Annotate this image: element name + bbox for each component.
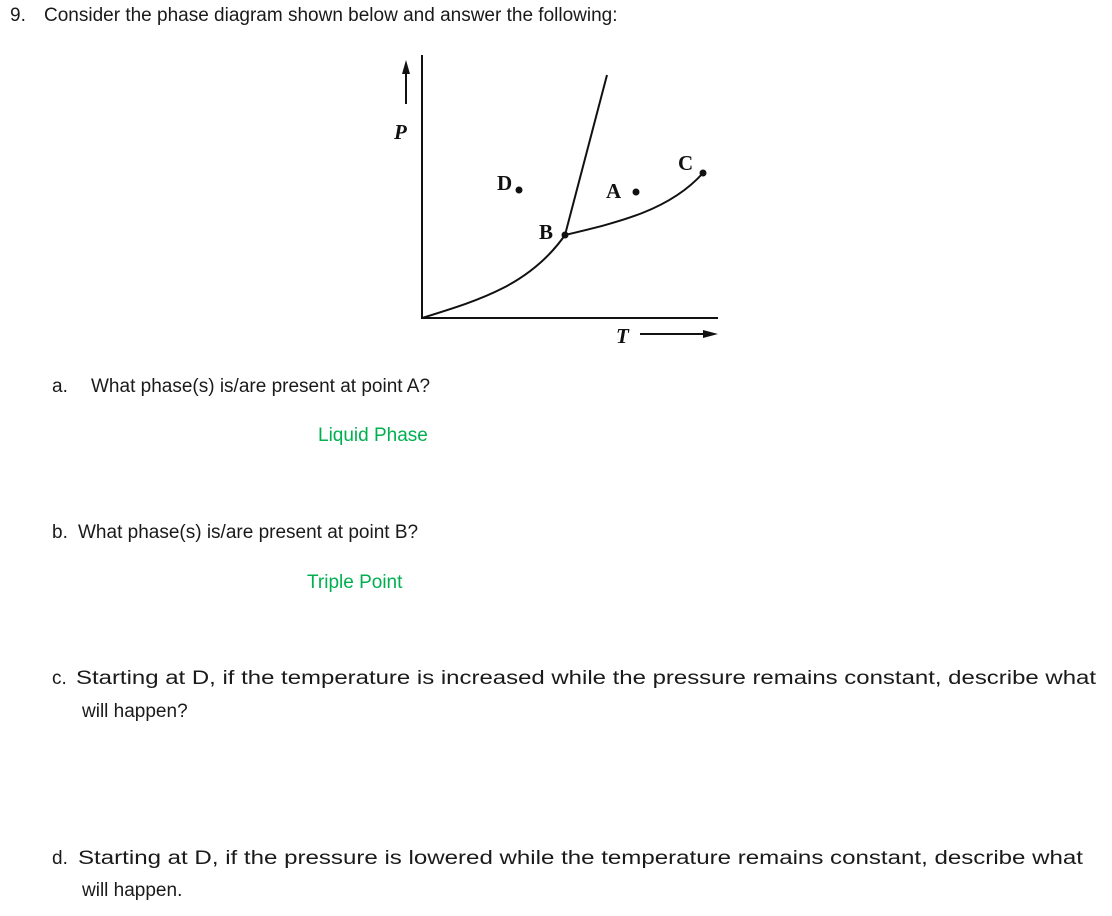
question-number: 9. bbox=[10, 5, 26, 26]
answer: Triple Point bbox=[307, 572, 403, 593]
part-label: c. bbox=[52, 668, 67, 689]
point-a bbox=[632, 188, 640, 196]
part-text: Starting at D, if the pressure is lowere… bbox=[78, 848, 1084, 869]
answer: Liquid Phase bbox=[318, 425, 428, 446]
phase-diagram bbox=[402, 55, 718, 338]
question-text: Consider the phase diagram shown below a… bbox=[44, 5, 618, 26]
point-label: A bbox=[606, 179, 622, 203]
x-axis-label: T bbox=[616, 324, 630, 348]
point-d bbox=[515, 186, 523, 194]
part-label: a. bbox=[52, 376, 68, 397]
part-text: What phase(s) is/are present at point A? bbox=[91, 376, 430, 397]
part-text: Starting at D, if the temperature is inc… bbox=[76, 668, 1097, 689]
part-text: will happen? bbox=[81, 701, 188, 722]
part-label: b. bbox=[52, 522, 68, 543]
sublimation-curve bbox=[421, 234, 566, 319]
fusion-curve bbox=[564, 74, 608, 236]
point-b bbox=[561, 231, 569, 239]
t-arrow-head bbox=[703, 330, 718, 338]
vaporization-curve bbox=[564, 172, 704, 236]
point-label: B bbox=[539, 220, 553, 244]
p-arrow-head bbox=[402, 60, 410, 74]
part-text: will happen. bbox=[81, 880, 182, 901]
point-c bbox=[699, 169, 707, 177]
diagram-points bbox=[515, 169, 707, 239]
point-label: D bbox=[497, 171, 512, 195]
part-label: d. bbox=[52, 848, 68, 869]
y-axis-label: P bbox=[393, 120, 407, 144]
point-label: C bbox=[678, 151, 693, 175]
part-text: What phase(s) is/are present at point B? bbox=[78, 522, 418, 543]
